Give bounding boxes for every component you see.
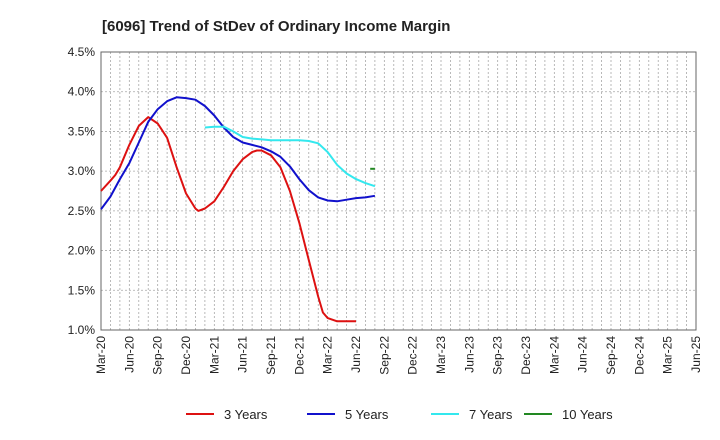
x-tick-label: Dec-24 — [632, 336, 646, 375]
y-tick-label: 3.5% — [68, 124, 96, 138]
grid — [101, 52, 696, 330]
x-tick-label: Mar-25 — [661, 336, 675, 374]
series-lines — [100, 96, 376, 323]
x-tick-label: Dec-21 — [292, 336, 306, 375]
plot-area — [100, 51, 697, 331]
x-tick-label: Mar-24 — [547, 336, 561, 374]
x-tick-label: Sep-22 — [377, 336, 391, 375]
x-tick-label: Mar-22 — [321, 336, 335, 374]
x-tick-label: Jun-22 — [349, 336, 363, 373]
x-tick-label: Sep-24 — [604, 336, 618, 375]
legend-label-3-years: 3 Years — [224, 407, 268, 422]
x-tick-label: Mar-23 — [434, 336, 448, 374]
x-tick-label: Dec-20 — [179, 336, 193, 375]
series-line-7-years — [204, 125, 376, 188]
x-tick-label: Sep-21 — [264, 336, 278, 375]
chart-title: [6096] Trend of StDev of Ordinary Income… — [102, 18, 450, 35]
x-tick-label: Mar-20 — [94, 336, 108, 374]
legend-label-10-years: 10 Years — [562, 407, 613, 422]
y-axis: 1.0% 1.5% 2.0% 2.5% 3.0% 3.5% 4.0% 4.5% — [68, 45, 96, 337]
legend-label-7-years: 7 Years — [469, 407, 513, 422]
x-tick-label: Sep-23 — [491, 336, 505, 375]
x-tick-label: Jun-21 — [236, 336, 250, 373]
x-tick-label: Sep-20 — [151, 336, 165, 375]
series-line-3-years — [100, 116, 356, 323]
x-tick-label: Jun-23 — [462, 336, 476, 373]
y-tick-label: 4.5% — [68, 45, 96, 59]
legend-label-5-years: 5 Years — [345, 407, 389, 422]
x-tick-label: Dec-23 — [519, 336, 533, 375]
x-tick-label: Jun-24 — [576, 336, 590, 373]
y-tick-label: 1.5% — [68, 283, 96, 297]
y-tick-label: 2.5% — [68, 204, 96, 218]
x-tick-label: Dec-22 — [406, 336, 420, 375]
legend: 3 Years 5 Years 7 Years 10 Years — [186, 407, 613, 422]
series-line-5-years — [100, 96, 376, 210]
y-tick-label: 4.0% — [68, 85, 96, 99]
y-tick-label: 2.0% — [68, 244, 96, 258]
x-axis: Mar-20 Jun-20 Sep-20 Dec-20 Mar-21 Jun-21 Sep-… — [94, 336, 703, 375]
x-tick-label: Jun-25 — [689, 336, 703, 373]
y-tick-label: 1.0% — [68, 323, 96, 337]
y-tick-label: 3.0% — [68, 164, 96, 178]
x-tick-label: Mar-21 — [207, 336, 221, 374]
x-tick-label: Jun-20 — [122, 336, 136, 373]
